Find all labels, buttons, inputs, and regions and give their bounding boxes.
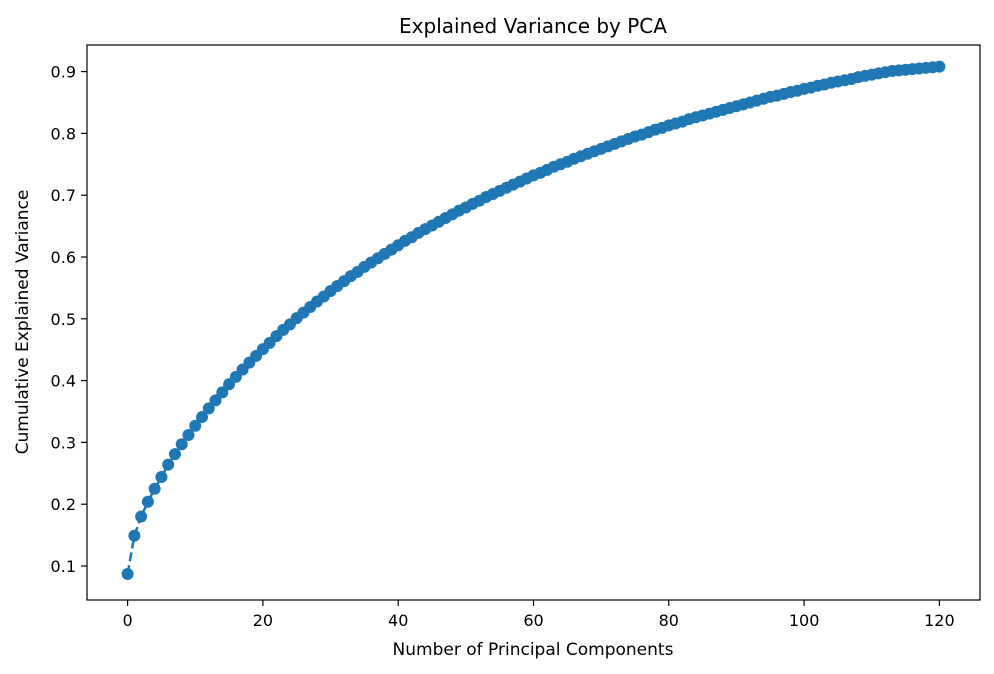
data-point: [202, 402, 215, 415]
data-point: [209, 394, 222, 407]
y-tick-label: 0.5: [51, 310, 76, 329]
data-point: [168, 448, 181, 461]
data-point: [189, 419, 202, 432]
plot-area: [121, 60, 946, 581]
y-tick-label: 0.9: [51, 63, 76, 82]
y-tick-label: 0.4: [51, 372, 76, 391]
data-point: [175, 438, 188, 451]
y-axis-ticks: 0.1 0.2 0.3 0.4 0.5 0.6 0.7 0.8 0.9: [51, 63, 87, 576]
data-point: [155, 471, 168, 484]
y-tick-label: 0.7: [51, 186, 76, 205]
data-point: [121, 568, 134, 581]
x-tick-label: 100: [789, 611, 820, 630]
y-tick-label: 0.1: [51, 557, 76, 576]
y-tick-label: 0.8: [51, 124, 76, 143]
x-tick-label: 120: [924, 611, 955, 630]
data-point: [135, 510, 148, 523]
data-point: [196, 411, 209, 424]
x-tick-label: 0: [122, 611, 132, 630]
x-axis-ticks: 0 20 40 60 80 100 120: [122, 600, 955, 630]
x-tick-label: 40: [388, 611, 408, 630]
y-tick-label: 0.6: [51, 248, 76, 267]
x-axis-label: Number of Principal Components: [393, 640, 674, 660]
data-point: [141, 495, 154, 508]
chart-title: Explained Variance by PCA: [399, 14, 667, 38]
y-tick-label: 0.2: [51, 495, 76, 514]
x-tick-label: 80: [659, 611, 679, 630]
x-tick-label: 20: [253, 611, 273, 630]
data-markers: [121, 60, 946, 581]
x-tick-label: 60: [523, 611, 543, 630]
data-point: [216, 386, 229, 399]
data-point: [128, 529, 141, 542]
data-point: [182, 428, 195, 441]
data-point: [148, 482, 161, 495]
y-axis-label: Cumulative Explained Variance: [13, 190, 33, 455]
data-point: [933, 60, 946, 73]
y-tick-label: 0.3: [51, 433, 76, 452]
data-point: [162, 458, 175, 471]
